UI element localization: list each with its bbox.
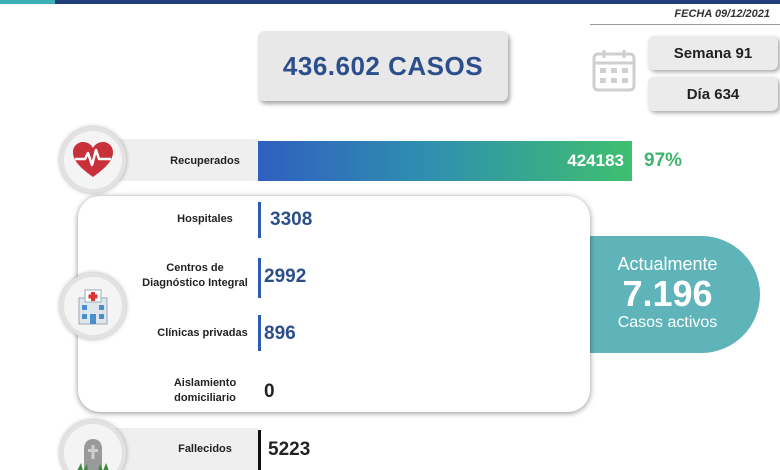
hospitals-bar <box>258 202 261 238</box>
heart-pulse-icon <box>60 127 126 193</box>
active-cases-summary: Actualmente 7.196 Casos activos <box>600 254 735 332</box>
cdi-label: Centros de Diagnóstico Integral <box>130 261 260 291</box>
date-underline <box>590 24 780 25</box>
tombstone-icon <box>60 420 126 470</box>
active-cases-value: 7.196 <box>622 273 713 314</box>
week-badge: Semana 91 <box>648 36 778 70</box>
cdi-label-line-1: Centros de <box>166 262 224 274</box>
top-bar-accent <box>0 0 55 4</box>
deaths-value: 5223 <box>268 439 311 460</box>
recovered-label: Recuperados <box>170 155 240 167</box>
private-clinics-value: 896 <box>264 323 296 344</box>
home-isolation-label: Aislamiento domiciliario <box>150 376 260 406</box>
home-isolation-value: 0 <box>264 381 275 402</box>
recovered-bar: 424183 <box>258 141 632 181</box>
active-cases-title: Actualmente <box>617 254 718 274</box>
hospital-icon <box>60 273 126 339</box>
recovered-value: 424183 <box>567 151 624 170</box>
cdi-bar <box>258 258 261 298</box>
top-bar <box>0 0 780 4</box>
deaths-bar <box>258 430 261 470</box>
recovered-label-panel <box>100 139 258 181</box>
active-breakdown-panel <box>78 196 590 412</box>
deaths-label: Fallecidos <box>178 443 232 455</box>
day-badge: Día 634 <box>648 77 778 111</box>
calendar-icon <box>591 47 637 93</box>
recovered-percent: 97% <box>644 150 683 171</box>
total-cases-value: 436.602 CASOS <box>282 50 484 81</box>
private-clinics-bar <box>258 315 261 351</box>
active-cases-subtitle: Casos activos <box>617 314 718 331</box>
total-cases-box: 436.602 CASOS <box>258 31 508 101</box>
home-isolation-label-line-1: Aislamiento <box>173 377 237 389</box>
date-label: FECHA 09/12/2021 <box>674 8 770 20</box>
deaths-label-panel <box>100 428 258 470</box>
cdi-label-line-2: Diagnóstico Integral <box>142 277 248 289</box>
private-clinics-label: Clínicas privadas <box>157 327 248 339</box>
hospitals-value: 3308 <box>270 209 313 230</box>
hospitals-label: Hospitales <box>177 213 233 225</box>
home-isolation-label-line-2: domiciliario <box>174 392 236 404</box>
cdi-value: 2992 <box>264 266 307 287</box>
